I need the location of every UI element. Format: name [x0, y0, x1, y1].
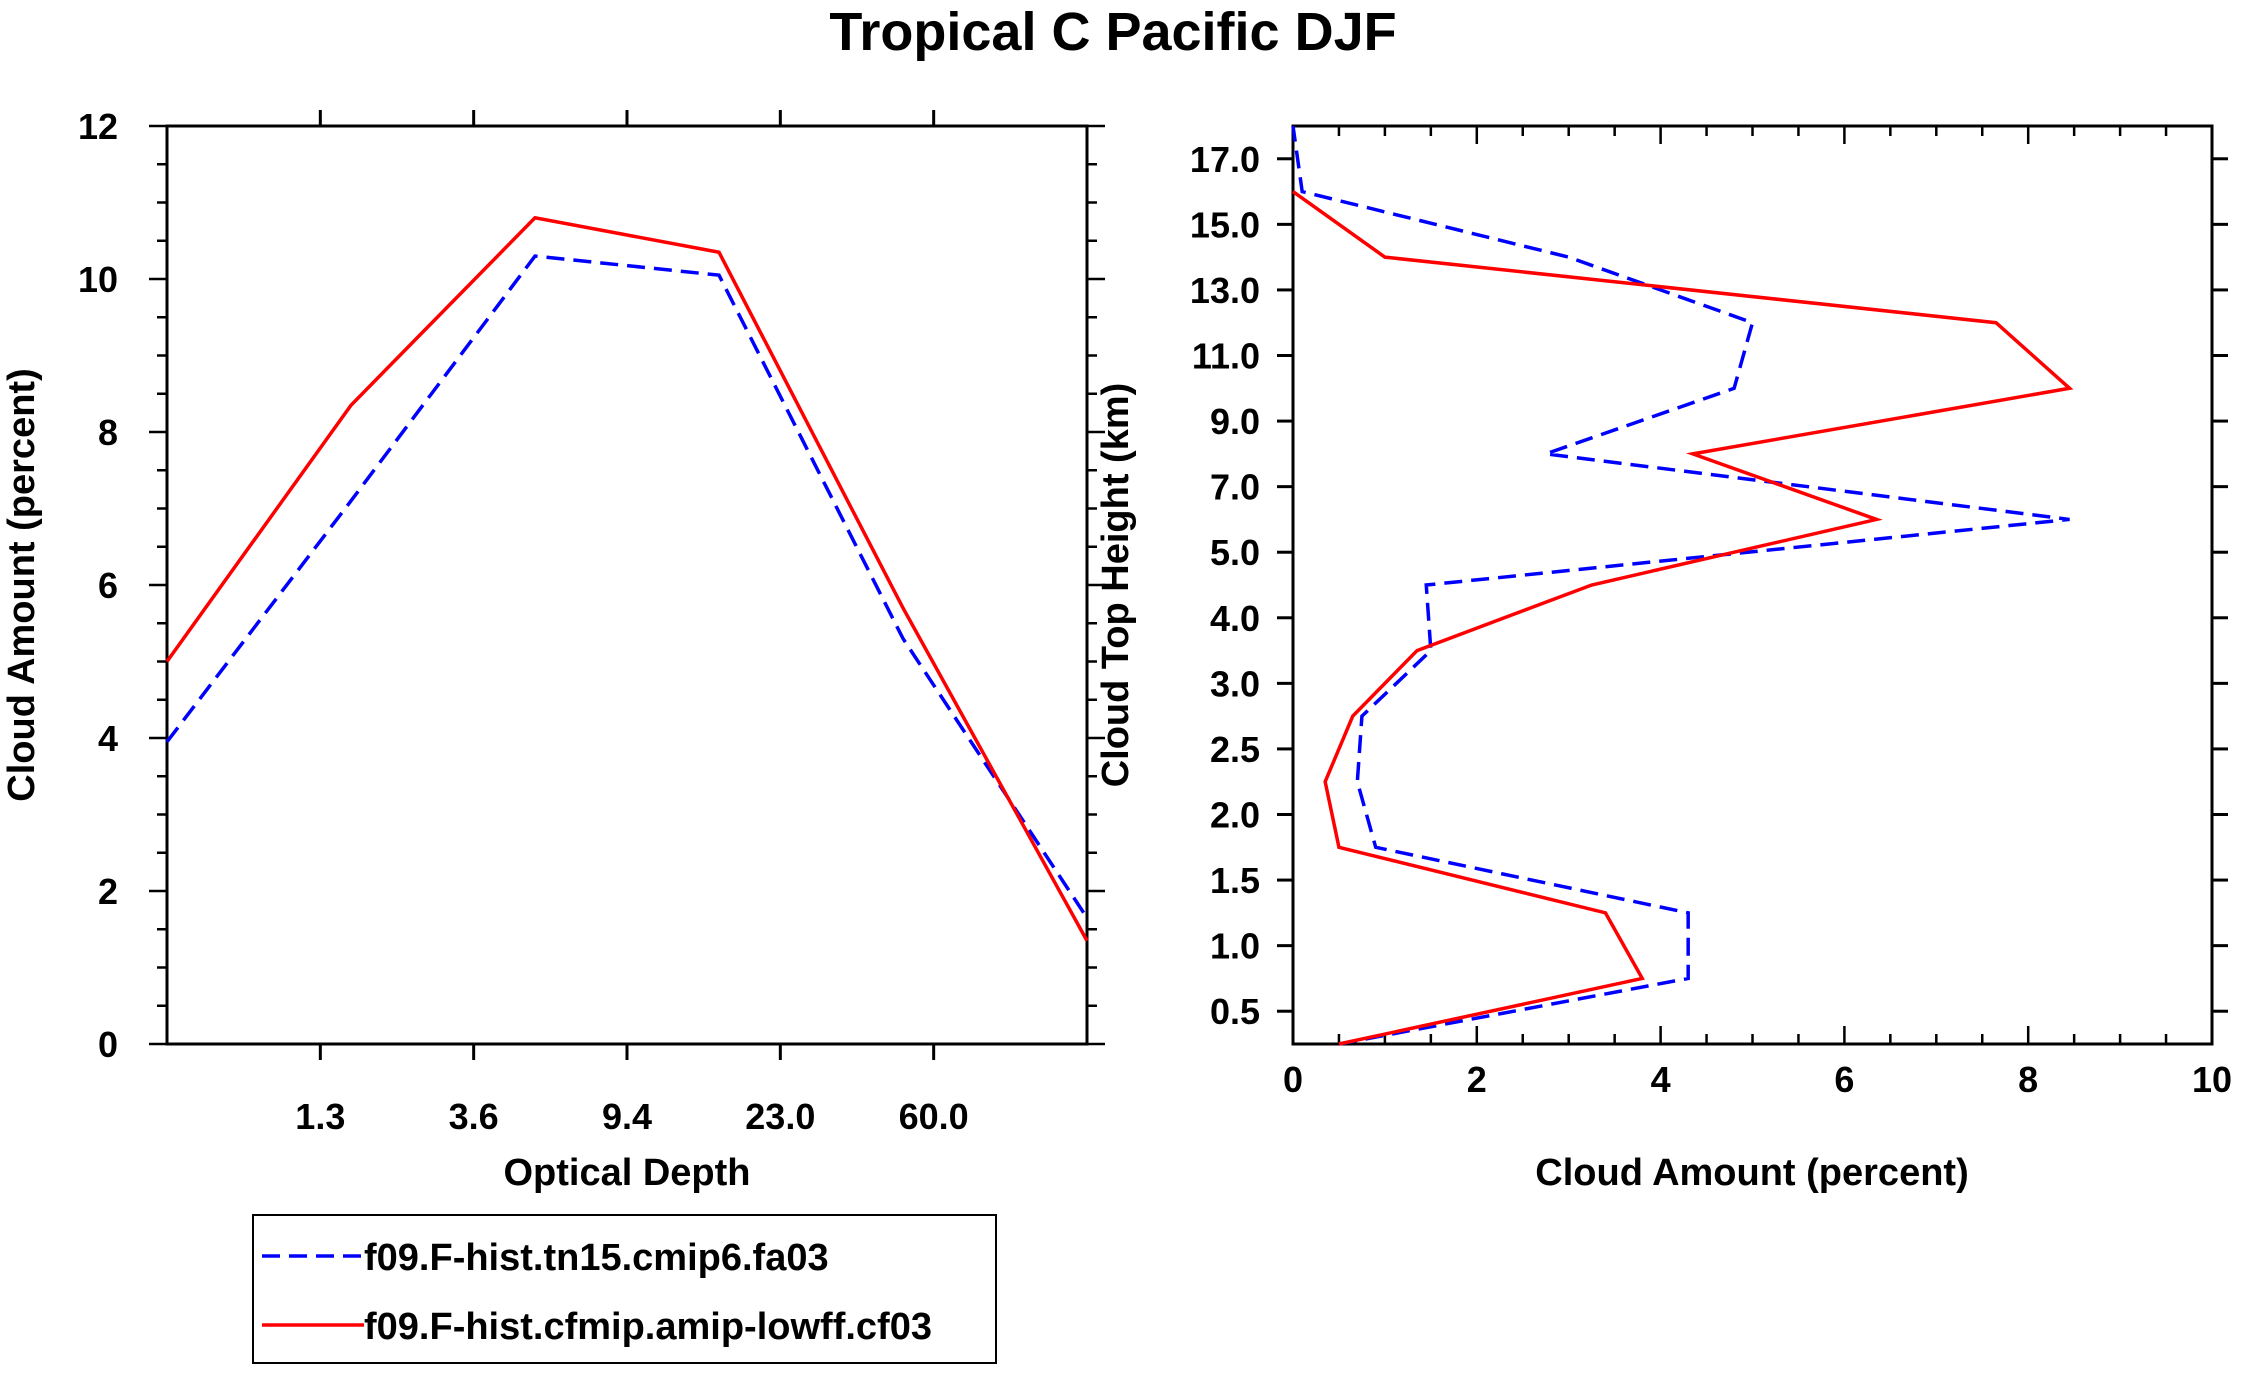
left-y-tick-label: 4	[98, 718, 118, 759]
right-y-tick-label: 15.0	[1190, 204, 1260, 245]
left-series-fa03-line	[165, 254, 1089, 919]
left-tick-marks	[149, 110, 1105, 1060]
left-x-tick-label: 3.6	[449, 1096, 499, 1137]
right-y-tick-label: 9.0	[1210, 401, 1260, 442]
right-x-tick-label: 2	[1467, 1059, 1487, 1100]
right-series-fa03-line	[1291, 125, 2070, 1046]
right-x-tick-labels: 0 2 4 6 8 10	[1283, 1059, 2232, 1100]
legend-label-cf03: f09.F-hist.cfmip.amip-lowff.cf03	[364, 1306, 932, 1348]
right-x-axis-label: Cloud Amount (percent)	[1535, 1152, 1968, 1194]
left-plot-frame	[165, 124, 1089, 1046]
right-y-tick-label: 17.0	[1190, 139, 1260, 180]
right-x-tick-label: 10	[2192, 1059, 2232, 1100]
left-x-tick-label: 9.4	[602, 1096, 652, 1137]
figure-title: Tropical C Pacific DJF	[829, 2, 1396, 62]
left-y-tick-label: 10	[78, 259, 118, 300]
right-y-tick-label: 11.0	[1192, 336, 1260, 377]
right-y-tick-labels: 0.5 1.0 1.5 2.0 2.5 3.0 4.0 5.0 7.0 9.0 11.0 13.0 15…	[1190, 139, 1260, 1032]
right-y-tick-label: 7.0	[1210, 467, 1260, 508]
left-x-tick-label: 1.3	[295, 1096, 345, 1137]
left-y-tick-label: 8	[98, 412, 118, 453]
right-x-tick-label: 0	[1283, 1059, 1303, 1100]
left-y-axis-label: Cloud Amount (percent)	[1, 368, 43, 801]
legend: f09.F-hist.tn15.cmip6.fa03 f09.F-hist.cf…	[252, 1214, 997, 1364]
right-tick-marks	[1277, 126, 2228, 1044]
right-y-tick-label: 3.0	[1210, 663, 1260, 704]
left-y-tick-label: 0	[98, 1024, 118, 1065]
right-y-tick-label: 2.0	[1210, 795, 1260, 836]
right-x-tick-label: 4	[1651, 1059, 1671, 1100]
left-y-tick-label: 2	[98, 871, 118, 912]
left-series-cf03-line	[165, 215, 1089, 942]
left-x-tick-label: 23.0	[745, 1096, 815, 1137]
right-y-axis-label: Cloud Top Height (km)	[1095, 383, 1137, 788]
left-y-tick-label: 6	[98, 565, 118, 606]
left-x-tick-label: 60.0	[899, 1096, 969, 1137]
right-y-tick-label: 2.5	[1210, 729, 1260, 770]
left-chart: 1.3 3.6 9.4 23.0 60.0 0 2 4 6 8 10 12 Optical Dept…	[1, 106, 1105, 1194]
right-series-cf03-line	[1291, 190, 2074, 1046]
left-series-group	[165, 215, 1089, 942]
left-y-tick-labels: 0 2 4 6 8 10 12	[78, 106, 118, 1065]
right-chart: 0 2 4 6 8 10 0.5 1.0 1.5 2.0 2.5 3.0 4.0 5.0 7.0 9.0 11…	[1095, 124, 2232, 1194]
right-y-tick-label: 5.0	[1210, 532, 1260, 573]
right-y-tick-label: 13.0	[1190, 270, 1260, 311]
right-x-tick-label: 8	[2018, 1059, 2038, 1100]
right-y-tick-label: 1.5	[1210, 860, 1260, 901]
left-y-tick-label: 12	[78, 106, 118, 147]
right-y-tick-label: 1.0	[1210, 926, 1260, 967]
right-y-tick-label: 4.0	[1210, 598, 1260, 639]
legend-label-fa03: f09.F-hist.tn15.cmip6.fa03	[364, 1237, 829, 1279]
right-x-tick-label: 6	[1834, 1059, 1854, 1100]
right-series-group	[1291, 125, 2074, 1046]
left-x-tick-labels: 1.3 3.6 9.4 23.0 60.0	[295, 1096, 968, 1137]
left-x-axis-label: Optical Depth	[503, 1152, 750, 1194]
right-y-tick-label: 0.5	[1210, 991, 1260, 1032]
legend-box	[252, 1214, 997, 1364]
